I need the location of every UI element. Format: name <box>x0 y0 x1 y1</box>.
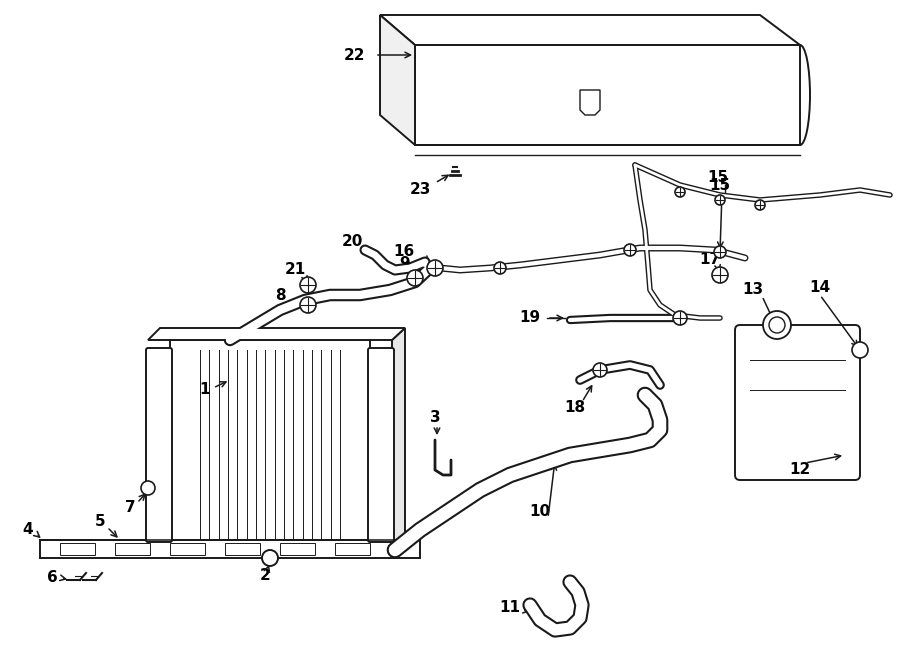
Bar <box>225 543 260 555</box>
Bar <box>335 543 370 555</box>
Text: 23: 23 <box>410 182 431 198</box>
Polygon shape <box>380 15 800 45</box>
Polygon shape <box>392 328 405 550</box>
Circle shape <box>300 277 316 293</box>
Bar <box>115 543 150 555</box>
Text: 21: 21 <box>284 262 306 278</box>
Text: 8: 8 <box>274 288 285 303</box>
Text: 19: 19 <box>519 311 541 325</box>
Text: 1: 1 <box>200 383 211 397</box>
Text: 15: 15 <box>709 178 731 192</box>
Circle shape <box>852 342 868 358</box>
Circle shape <box>673 311 687 325</box>
Text: 7: 7 <box>125 500 135 516</box>
Text: 15: 15 <box>707 171 729 186</box>
Circle shape <box>407 270 423 286</box>
Text: 12: 12 <box>789 463 811 477</box>
Polygon shape <box>148 328 405 340</box>
Text: 5: 5 <box>94 514 105 529</box>
Text: 13: 13 <box>742 282 763 297</box>
Circle shape <box>712 267 728 283</box>
Text: 17: 17 <box>699 253 721 268</box>
Circle shape <box>675 187 685 197</box>
FancyBboxPatch shape <box>368 348 394 542</box>
Bar <box>60 543 95 555</box>
Circle shape <box>624 244 636 256</box>
Circle shape <box>769 317 785 333</box>
Polygon shape <box>380 15 415 145</box>
Circle shape <box>755 200 765 210</box>
FancyBboxPatch shape <box>735 325 860 480</box>
Text: 20: 20 <box>341 235 363 249</box>
Circle shape <box>714 246 726 258</box>
Text: 4: 4 <box>22 522 33 537</box>
Bar <box>40 540 420 558</box>
Circle shape <box>763 311 791 339</box>
Text: 16: 16 <box>394 245 415 260</box>
Text: 22: 22 <box>344 48 365 63</box>
Circle shape <box>427 260 443 276</box>
Circle shape <box>262 550 278 566</box>
Text: 11: 11 <box>500 600 520 615</box>
Text: 10: 10 <box>529 504 551 520</box>
Text: 9: 9 <box>400 256 410 270</box>
Polygon shape <box>580 90 600 115</box>
Text: 18: 18 <box>564 401 586 416</box>
Polygon shape <box>415 45 800 145</box>
Bar <box>170 340 370 550</box>
Circle shape <box>141 481 155 495</box>
Text: 14: 14 <box>809 280 831 295</box>
Text: 6: 6 <box>47 570 58 586</box>
Bar <box>170 543 205 555</box>
Text: 3: 3 <box>429 410 440 426</box>
Circle shape <box>715 195 725 205</box>
FancyBboxPatch shape <box>146 348 172 542</box>
Bar <box>280 543 315 555</box>
Circle shape <box>494 262 506 274</box>
Text: 2: 2 <box>259 568 270 582</box>
Circle shape <box>593 363 607 377</box>
Circle shape <box>300 297 316 313</box>
